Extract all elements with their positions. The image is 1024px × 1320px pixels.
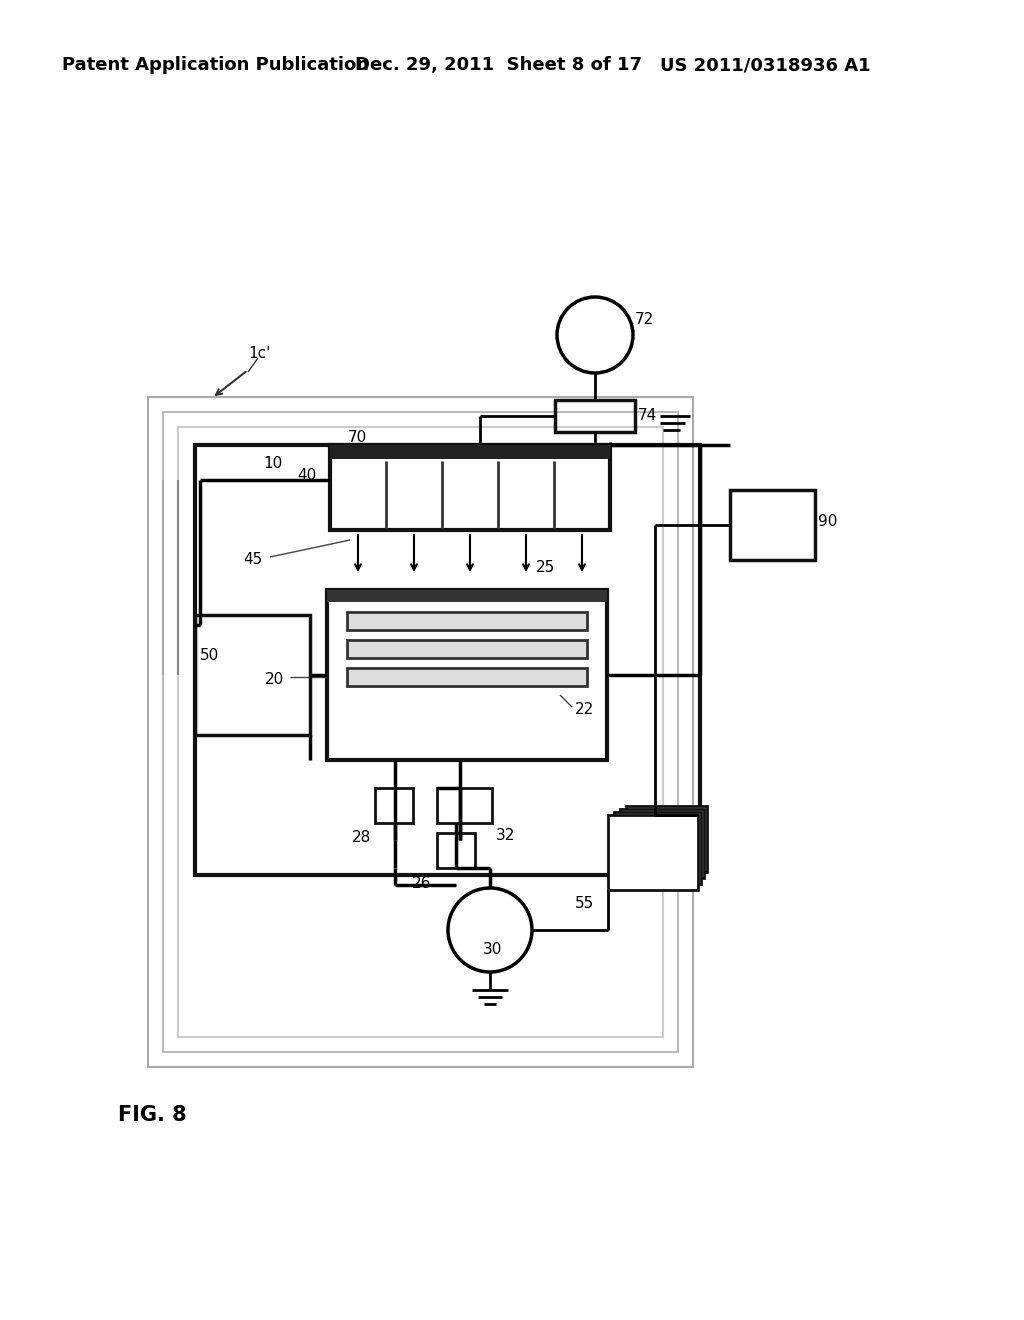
Bar [608,814,698,890]
Text: 74: 74 [638,408,657,424]
Text: 22: 22 [575,702,594,718]
Bar [195,445,700,875]
Bar [148,397,693,1067]
Text: 70: 70 [348,430,368,446]
Bar [638,400,668,432]
Text: 40: 40 [297,467,316,483]
Text: FIG. 8: FIG. 8 [118,1105,186,1125]
Bar [327,590,607,602]
Bar [330,445,610,459]
Bar [437,788,492,822]
Text: 32: 32 [496,829,515,843]
Text: 72: 72 [635,313,654,327]
Text: US 2011/0318936 A1: US 2011/0318936 A1 [660,55,870,74]
Text: 28: 28 [352,830,372,846]
Bar [375,788,413,822]
Bar [347,640,587,657]
Bar [730,490,815,560]
Text: 1c': 1c' [248,346,270,360]
Bar [437,833,475,869]
Text: 90: 90 [818,515,838,529]
Text: Patent Application Publication: Patent Application Publication [62,55,369,74]
Bar [626,807,707,873]
Bar [178,426,663,1038]
Text: 30: 30 [483,942,503,957]
Bar [330,445,610,531]
Text: 20: 20 [265,672,285,688]
Bar [620,809,705,878]
Text: 10: 10 [263,455,283,470]
Bar [327,590,607,760]
Text: 25: 25 [536,561,555,576]
Bar [195,615,310,735]
Bar [614,812,701,884]
Bar [163,412,678,1052]
Bar [555,400,635,432]
Bar [347,668,587,686]
Text: 45: 45 [243,553,262,568]
Text: Dec. 29, 2011  Sheet 8 of 17: Dec. 29, 2011 Sheet 8 of 17 [355,55,642,74]
Text: 50: 50 [200,648,219,664]
Text: 26: 26 [412,875,431,891]
Bar [347,612,587,630]
Text: 55: 55 [575,896,594,912]
